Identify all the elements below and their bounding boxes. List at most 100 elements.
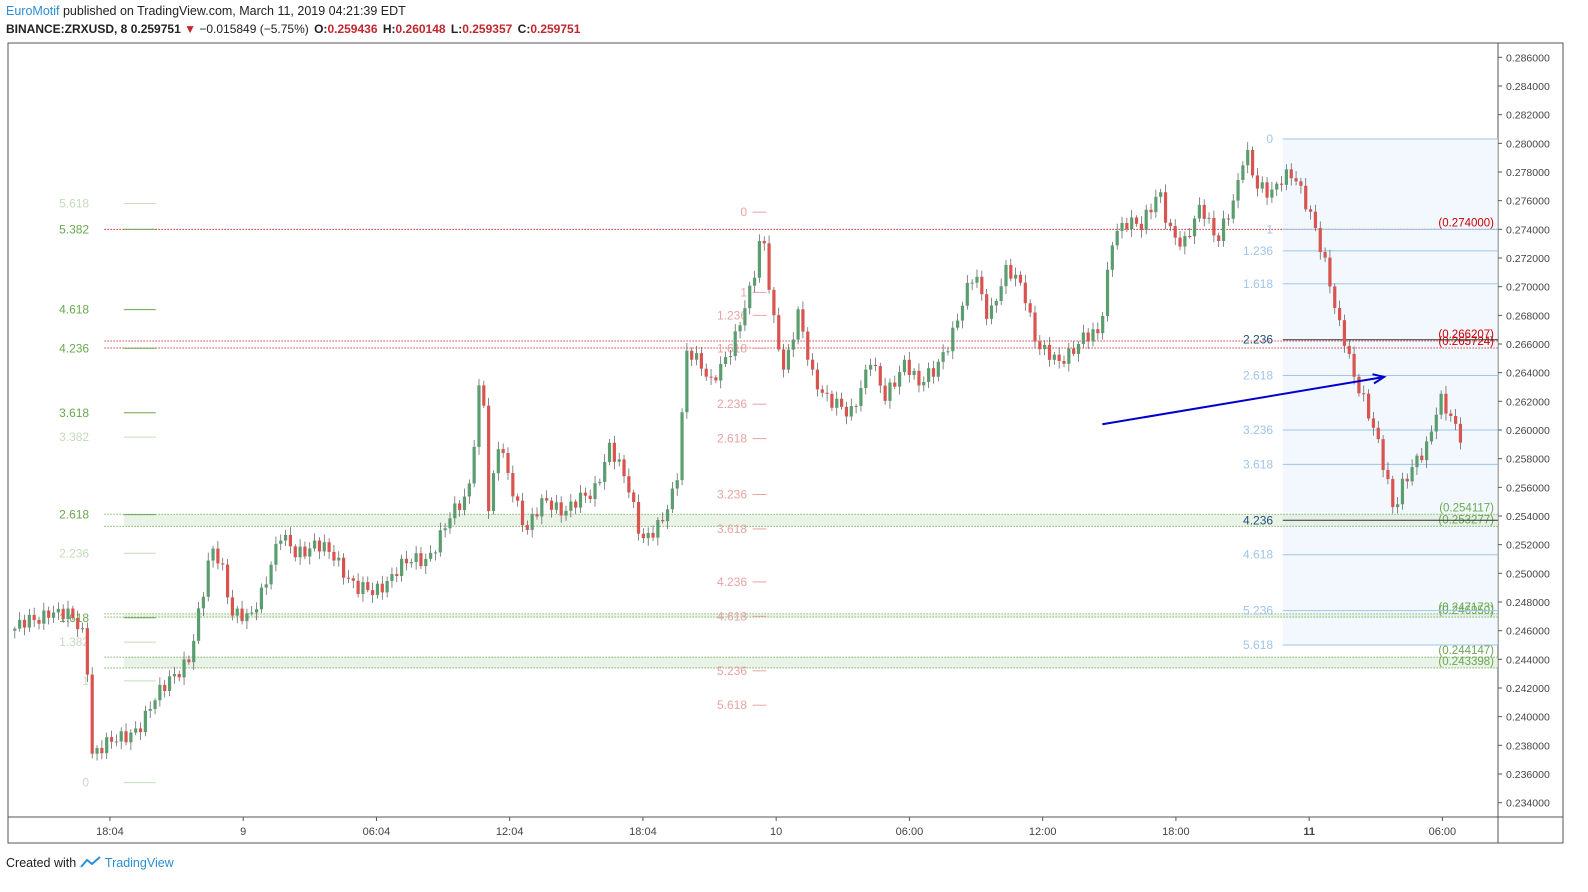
y-tick-label: 0.256000 bbox=[1506, 482, 1550, 494]
candle-body bbox=[1004, 264, 1008, 287]
candle-body bbox=[835, 398, 839, 408]
candle-body bbox=[723, 357, 728, 364]
candle-body bbox=[1072, 348, 1076, 354]
candle-body bbox=[1342, 320, 1347, 346]
candle-body bbox=[941, 352, 945, 362]
candle-body bbox=[308, 548, 312, 557]
candle-body bbox=[636, 502, 641, 534]
candle-body bbox=[574, 501, 578, 508]
level-label: (0.266207) bbox=[1438, 329, 1494, 341]
y-tick-label: 0.282000 bbox=[1506, 110, 1550, 122]
tradingview-brand[interactable]: TradingView bbox=[104, 856, 174, 870]
candle-body bbox=[781, 349, 786, 370]
candle-body bbox=[516, 496, 520, 501]
candle-body bbox=[37, 619, 41, 624]
candle-body bbox=[264, 584, 268, 588]
candle-body bbox=[578, 492, 583, 508]
candle-body bbox=[956, 320, 960, 328]
candle-body bbox=[1028, 303, 1032, 313]
candle-body bbox=[902, 359, 907, 373]
published-text: published on TradingView.com, March 11, … bbox=[62, 4, 406, 18]
y-tick-label: 0.274000 bbox=[1506, 224, 1550, 236]
symbol-label: BINANCE:ZRXUSD, 8 bbox=[6, 22, 128, 36]
candle-body bbox=[1217, 235, 1221, 241]
candle-body bbox=[95, 748, 99, 754]
candle-body bbox=[395, 574, 399, 577]
y-tick-label: 0.238000 bbox=[1506, 740, 1550, 752]
candle-body bbox=[685, 350, 689, 413]
candle-body bbox=[1246, 150, 1250, 166]
candle-body bbox=[1038, 341, 1042, 350]
candle-body bbox=[525, 525, 529, 530]
candle-body bbox=[864, 369, 868, 388]
candle-body bbox=[1130, 217, 1134, 230]
fib-right-label: 4.236 bbox=[1243, 513, 1273, 527]
candle-body bbox=[791, 339, 795, 350]
candle-body bbox=[230, 597, 235, 616]
support-band bbox=[123, 514, 1498, 527]
candle-body bbox=[1101, 315, 1105, 334]
candle-body bbox=[946, 351, 950, 353]
candle-body bbox=[90, 674, 94, 754]
candle-body bbox=[985, 294, 989, 319]
author-link[interactable]: EuroMotif bbox=[6, 4, 60, 18]
candle-body bbox=[1168, 222, 1172, 227]
candle-body bbox=[815, 369, 820, 390]
candle-body bbox=[187, 659, 191, 663]
candle-body bbox=[462, 496, 467, 511]
level-label: (0.254117) bbox=[1439, 502, 1494, 514]
candle-body bbox=[1347, 345, 1351, 354]
high-value: 0.260148 bbox=[395, 22, 446, 36]
candle-body bbox=[680, 412, 684, 481]
fib-left-label: 5.382 bbox=[59, 222, 89, 236]
candle-body bbox=[1120, 222, 1124, 231]
candle-body bbox=[235, 608, 239, 616]
x-tick-label: 18:04 bbox=[629, 826, 657, 838]
candle-body bbox=[690, 350, 694, 360]
candle-body bbox=[612, 442, 616, 462]
candle-body bbox=[245, 613, 249, 622]
candle-body bbox=[371, 590, 375, 596]
candle-body bbox=[844, 406, 849, 417]
candle-body bbox=[206, 560, 210, 597]
candle-body bbox=[177, 674, 181, 678]
candle-body bbox=[917, 370, 921, 386]
candle-body bbox=[1231, 200, 1235, 219]
candle-body bbox=[472, 446, 476, 484]
candle-body bbox=[1009, 264, 1013, 279]
open-value: 0.259436 bbox=[327, 22, 378, 36]
y-tick-label: 0.244000 bbox=[1506, 654, 1550, 666]
candle-body bbox=[699, 353, 703, 369]
fib-right-label: 5.618 bbox=[1243, 638, 1273, 652]
change-arrow-icon: ▼ bbox=[184, 22, 196, 36]
candle-body bbox=[361, 582, 365, 594]
candle-body bbox=[1458, 423, 1463, 443]
candle-body bbox=[71, 608, 75, 618]
candle-body bbox=[240, 608, 244, 622]
fib-right-label: 0 bbox=[1266, 132, 1273, 146]
candle-body bbox=[859, 387, 863, 406]
candle-body bbox=[438, 530, 442, 553]
support-band bbox=[123, 613, 1498, 618]
y-tick-label: 0.236000 bbox=[1506, 769, 1550, 781]
candle-body bbox=[1043, 344, 1047, 350]
candle-body bbox=[839, 398, 844, 407]
y-tick-label: 0.280000 bbox=[1506, 138, 1550, 150]
candle-body bbox=[496, 449, 500, 474]
fib-right-label: 2.618 bbox=[1243, 369, 1273, 383]
x-tick-label: 18:00 bbox=[1162, 826, 1190, 838]
candle-body bbox=[317, 540, 322, 552]
candle-body bbox=[1376, 427, 1380, 440]
y-tick-label: 0.260000 bbox=[1506, 425, 1550, 437]
candle-body bbox=[1221, 218, 1226, 241]
candle-body bbox=[506, 452, 510, 474]
candle-body bbox=[1057, 354, 1061, 362]
candle-body bbox=[429, 552, 433, 559]
candle-body bbox=[878, 366, 882, 386]
candle-body bbox=[424, 558, 428, 567]
high-label: H: bbox=[382, 22, 396, 36]
candle-body bbox=[1062, 361, 1066, 364]
candle-body bbox=[549, 500, 554, 510]
candle-body bbox=[1091, 329, 1095, 342]
